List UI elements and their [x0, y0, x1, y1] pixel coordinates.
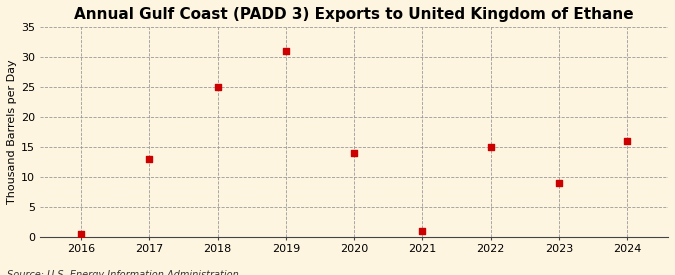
Title: Annual Gulf Coast (PADD 3) Exports to United Kingdom of Ethane: Annual Gulf Coast (PADD 3) Exports to Un…	[74, 7, 634, 22]
Point	[485, 145, 496, 149]
Y-axis label: Thousand Barrels per Day: Thousand Barrels per Day	[7, 60, 17, 204]
Text: Source: U.S. Energy Information Administration: Source: U.S. Energy Information Administ…	[7, 271, 238, 275]
Point	[280, 49, 291, 53]
Point	[349, 151, 360, 155]
Point	[417, 229, 428, 233]
Point	[554, 181, 564, 185]
Point	[144, 157, 155, 161]
Point	[76, 232, 86, 236]
Point	[622, 139, 632, 143]
Point	[212, 85, 223, 89]
